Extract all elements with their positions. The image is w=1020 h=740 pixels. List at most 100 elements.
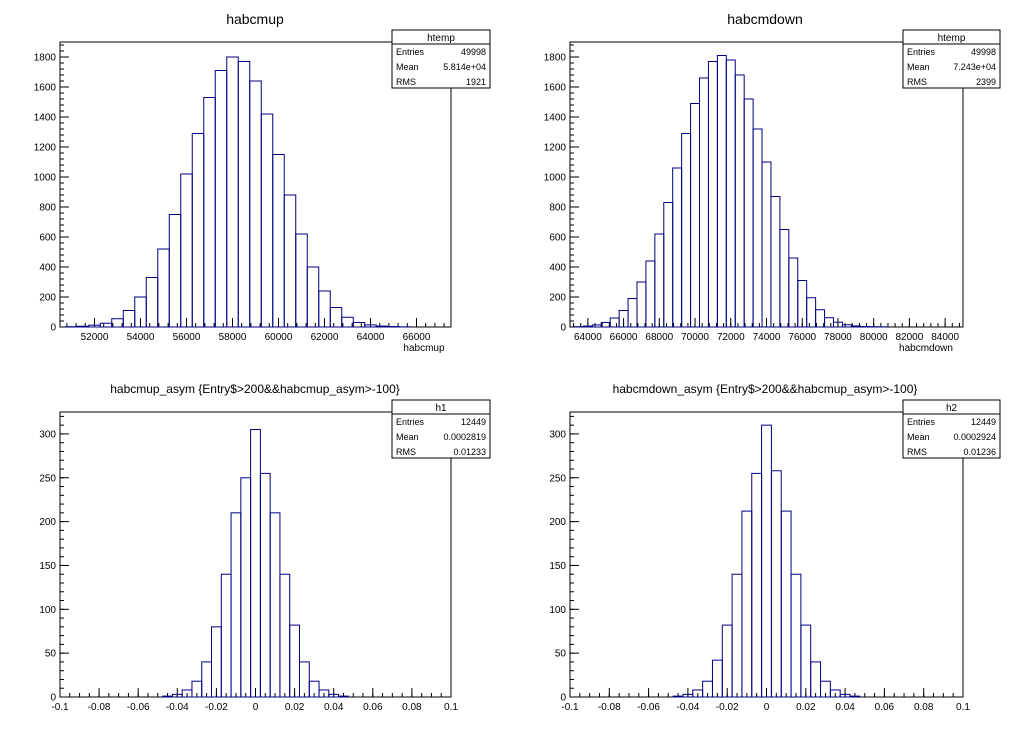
x-tick-label: 66000: [610, 332, 638, 343]
histogram-bin: [820, 680, 831, 698]
x-tick-label: 68000: [645, 332, 673, 343]
histogram-bin: [672, 167, 683, 328]
histogram-bin: [338, 695, 349, 698]
x-tick-label: 76000: [788, 332, 816, 343]
histogram-bin: [591, 324, 602, 328]
histogram-bin: [306, 266, 320, 328]
histogram-bin: [249, 80, 262, 328]
x-tick-label: 0.04: [835, 702, 855, 713]
x-tick-label: 82000: [896, 332, 924, 343]
y-tick-label: 1800: [544, 53, 567, 64]
histogram-bin: [582, 325, 593, 328]
y-tick-label: 1600: [544, 83, 567, 94]
x-axis-label: habcmup: [403, 343, 445, 354]
y-tick-label: 0: [560, 323, 566, 334]
stats-key: RMS: [907, 77, 927, 87]
stats-key: Mean: [907, 62, 930, 72]
histogram-panel-2: habcmdown habcmdown 0 200 400 600 800 1000 1200 1…: [544, 11, 1001, 354]
histogram-bin: [636, 281, 647, 328]
chart-title: habcmdown_asym {Entry$>200&&habcmup_asym…: [613, 382, 918, 396]
stats-box-name: h2: [946, 403, 958, 414]
y-tick-label: 1000: [34, 173, 57, 184]
histogram-bin: [841, 324, 852, 328]
histogram-bin: [690, 103, 701, 328]
x-tick-label: 0.02: [285, 702, 305, 713]
x-tick-label: 74000: [753, 332, 781, 343]
y-tick-label: 200: [549, 293, 566, 304]
stats-key: Mean: [396, 62, 419, 72]
stats-box-name: h1: [435, 403, 447, 414]
y-tick-label: 300: [549, 429, 566, 440]
histogram-bin: [308, 680, 320, 698]
stats-value: 12449: [461, 417, 486, 427]
histogram-bin: [721, 624, 733, 698]
x-tick-label: -0.08: [88, 702, 111, 713]
histogram-bin: [716, 55, 727, 328]
stats-value: 0.01233: [453, 447, 486, 457]
y-tick-label: 0: [50, 693, 56, 704]
histogram-bin: [699, 77, 709, 328]
histogram-bin: [211, 626, 222, 698]
x-tick-label: 52000: [81, 332, 109, 343]
histogram-bin: [237, 61, 251, 328]
x-tick-label: 0.08: [914, 702, 934, 713]
histogram-bin: [240, 477, 252, 698]
histogram-bin: [751, 472, 763, 698]
y-tick-label: 0: [560, 693, 566, 704]
histogram-bin: [180, 173, 193, 328]
x-tick-label: 60000: [265, 332, 293, 343]
histogram-bin: [654, 233, 665, 328]
y-tick-label: 400: [549, 263, 566, 274]
y-tick-label: 250: [549, 473, 566, 484]
y-tick-label: 150: [549, 561, 566, 572]
chart-title: habcmdown: [727, 11, 803, 27]
y-tick-label: 1200: [544, 143, 567, 154]
y-tick-label: 100: [39, 605, 56, 616]
y-tick-label: 400: [39, 263, 56, 274]
x-tick-label: 58000: [219, 332, 247, 343]
x-tick-label: 54000: [127, 332, 155, 343]
x-tick-label: -0.06: [127, 702, 150, 713]
y-tick-label: 0: [50, 323, 56, 334]
histogram-bin: [681, 133, 692, 328]
stats-box: h1 Entries 12449 Mean 0.0002819 RMS 0.01233: [391, 399, 491, 459]
histogram-bin: [734, 74, 745, 328]
x-tick-label: 0.06: [875, 702, 895, 713]
x-tick-label: 84000: [931, 332, 959, 343]
stats-key: Entries: [396, 47, 425, 57]
stats-box-frame: [391, 29, 491, 89]
histogram-bin: [76, 325, 90, 328]
y-tick-label: 150: [39, 561, 56, 572]
stats-box-frame: [902, 399, 1001, 459]
histogram-bin: [663, 202, 674, 328]
histogram-panel-1: habcmup habcmup 0 200 400 600 800 1000 1200 1400 1…: [34, 11, 491, 354]
histogram-bin: [283, 194, 297, 328]
histogram-bin: [788, 257, 799, 328]
x-tick-label: 62000: [311, 332, 339, 343]
x-tick-label: 72000: [717, 332, 745, 343]
histogram-bin: [295, 233, 308, 328]
histogram-bin: [329, 307, 343, 328]
stats-key: Entries: [907, 417, 936, 427]
histogram-bin: [341, 316, 354, 328]
y-tick-label: 600: [39, 233, 56, 244]
histogram-bin: [849, 695, 861, 698]
histogram-bin: [220, 573, 232, 698]
stats-key: Entries: [907, 47, 936, 57]
histogram-bin: [111, 318, 124, 328]
x-tick-label: -0.1: [561, 702, 579, 713]
stats-value: 0.0002924: [953, 432, 996, 442]
stats-value: 0.0002819: [443, 432, 486, 442]
histogram-bin: [298, 661, 310, 698]
x-tick-label: -0.02: [205, 702, 228, 713]
y-tick-label: 200: [549, 517, 566, 528]
x-tick-label: 0.08: [402, 702, 422, 713]
histogram-bin: [707, 61, 718, 328]
histogram-bin: [761, 161, 772, 328]
x-tick-label: 64000: [574, 332, 602, 343]
stats-key: RMS: [907, 447, 927, 457]
stats-key: Mean: [907, 432, 930, 442]
x-tick-label: 0.1: [444, 702, 458, 713]
